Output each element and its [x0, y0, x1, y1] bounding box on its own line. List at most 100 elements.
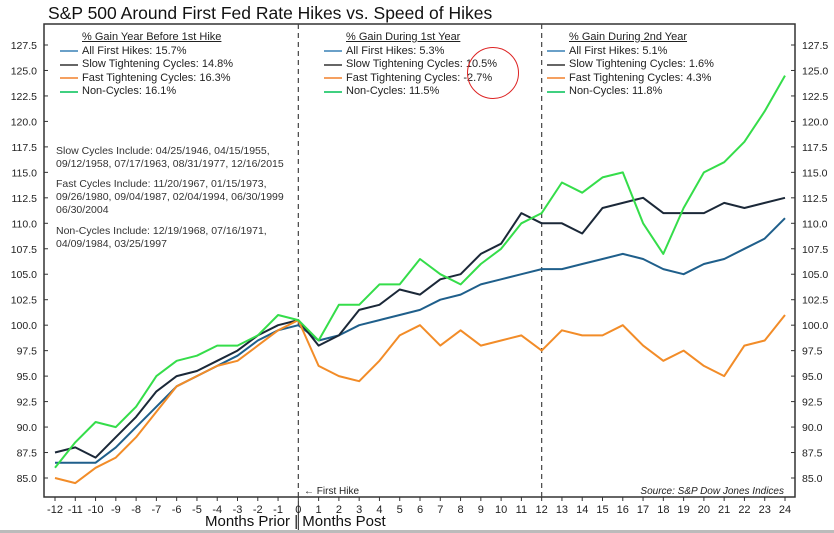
legend-swatch-icon — [547, 90, 565, 93]
series-line-fast-tightening-cycles — [54, 314, 786, 485]
x-tick-label: -12 — [47, 504, 63, 516]
y-tick-label-left: 105.0 — [11, 269, 37, 281]
y-tick-label-right: 107.5 — [802, 244, 828, 256]
highlight-circle — [467, 47, 519, 99]
series-line-slow-tightening-cycles — [54, 196, 786, 459]
x-tick-label: 21 — [718, 504, 730, 516]
y-tick-label-right: 95.0 — [802, 371, 823, 383]
legend-swatch-icon — [547, 50, 565, 53]
y-tick-label-left: 85.0 — [17, 473, 38, 485]
y-tick-label-left: 87.5 — [17, 448, 38, 460]
x-tick-label: -2 — [253, 504, 263, 516]
x-tick-label: 11 — [516, 504, 527, 516]
legend-item: All First Hikes: 5.1% — [547, 45, 714, 59]
y-tick-label-right: 87.5 — [802, 448, 823, 460]
y-tick-label-left: 90.0 — [17, 422, 38, 434]
x-tick-label: -5 — [192, 504, 202, 516]
legend-swatch-icon — [60, 63, 78, 66]
x-tick-label: 2 — [336, 504, 342, 516]
x-tick-label: 8 — [457, 504, 463, 516]
y-tick-label-left: 125.0 — [11, 65, 37, 77]
legend-item: Non-Cycles: 11.5% — [324, 85, 497, 99]
legend-item: Fast Tightening Cycles: 4.3% — [547, 72, 714, 86]
legend-item: Non-Cycles: 11.8% — [547, 85, 714, 99]
y-tick-label-right: 105.0 — [802, 269, 828, 281]
legend-swatch-icon — [547, 63, 565, 66]
x-tick-label: 4 — [376, 504, 382, 516]
y-tick-label-left: 107.5 — [11, 244, 37, 256]
y-tick-label-left: 127.5 — [11, 40, 37, 52]
chart-title: S&P 500 Around First Fed Rate Hikes vs. … — [48, 3, 493, 23]
y-tick-label-left: 110.0 — [12, 218, 38, 230]
y-tick-label-right: 125.0 — [802, 65, 828, 77]
x-tick-label: -11 — [68, 504, 83, 516]
x-tick-label: -7 — [151, 504, 161, 516]
y-tick-label-right: 117.5 — [802, 142, 828, 154]
legend-heading: % Gain During 1st Year — [346, 31, 461, 43]
legend-swatch-icon — [60, 77, 78, 80]
legend-swatch-icon — [324, 77, 342, 80]
x-tick-label: 5 — [397, 504, 403, 516]
x-tick-label: 13 — [556, 504, 568, 516]
x-tick-label: 19 — [677, 504, 689, 516]
x-axis-label: Months Prior | Months Post — [205, 513, 386, 530]
legend-swatch-icon — [60, 90, 78, 93]
legend-item: Slow Tightening Cycles: 1.6% — [547, 58, 714, 72]
note-slow-cycles: Slow Cycles Include: 04/25/1946, 04/15/1… — [56, 145, 284, 170]
y-tick-label-right: 115.0 — [802, 167, 828, 179]
x-tick-label: -3 — [233, 504, 243, 516]
legend-item: Fast Tightening Cycles: 16.3% — [60, 72, 233, 86]
y-tick-label-right: 112.5 — [802, 193, 828, 205]
y-tick-label-left: 120.0 — [11, 116, 37, 128]
x-tick-label: -8 — [131, 504, 141, 516]
x-tick-label: 17 — [637, 504, 649, 516]
y-tick-label-left: 112.5 — [12, 193, 38, 205]
note-fast-cycles: Fast Cycles Include: 11/20/1967, 01/15/1… — [56, 178, 284, 216]
x-tick-label: 3 — [356, 504, 362, 516]
series-line-all-first-hikes — [55, 217, 786, 464]
legend-heading: % Gain During 2nd Year — [569, 31, 688, 43]
y-tick-label-right: 100.0 — [802, 320, 828, 332]
x-tick-label: 18 — [657, 504, 669, 516]
y-tick-label-left: 102.5 — [11, 295, 37, 307]
note-non-cycles: Non-Cycles Include: 12/19/1968, 07/16/19… — [56, 225, 267, 250]
x-tick-label: 12 — [536, 504, 548, 516]
y-tick-label-left: 97.5 — [17, 346, 38, 358]
x-tick-label: 14 — [576, 504, 588, 516]
x-tick-label: -10 — [88, 504, 104, 516]
legend-year-before: % Gain Year Before 1st Hike All First Hi… — [60, 31, 233, 99]
first-hike-annotation: ← First Hike — [304, 486, 359, 497]
x-tick-label: -9 — [111, 504, 121, 516]
source-note: Source: S&P Dow Jones Indices — [640, 486, 784, 497]
x-tick-label: 20 — [698, 504, 710, 516]
legend-item: Non-Cycles: 16.1% — [60, 85, 233, 99]
legend-item: Slow Tightening Cycles: 14.8% — [60, 58, 233, 72]
x-tick-label: 7 — [437, 504, 443, 516]
x-tick-label: 16 — [617, 504, 629, 516]
y-tick-label-right: 102.5 — [802, 295, 828, 307]
y-tick-label-right: 120.0 — [802, 116, 828, 128]
y-tick-label-right: 110.0 — [802, 218, 828, 230]
x-tick-label: 9 — [478, 504, 484, 516]
y-tick-label-left: 115.0 — [12, 167, 38, 179]
y-tick-label-left: 95.0 — [17, 371, 38, 383]
y-tick-label-right: 90.0 — [802, 422, 823, 434]
legend-heading: % Gain Year Before 1st Hike — [82, 31, 222, 43]
y-tick-label-left: 92.5 — [17, 397, 38, 409]
x-tick-label: 24 — [779, 504, 791, 516]
legend-item: Fast Tightening Cycles: -2.7% — [324, 72, 497, 86]
y-tick-label-right: 97.5 — [802, 346, 823, 358]
y-tick-label-left: 122.5 — [11, 91, 37, 103]
x-tick-label: 22 — [738, 504, 750, 516]
y-tick-label-right: 85.0 — [802, 473, 823, 485]
y-tick-label-right: 127.5 — [802, 40, 828, 52]
y-tick-label-left: 100.0 — [11, 320, 37, 332]
legend-swatch-icon — [547, 77, 565, 80]
y-tick-label-right: 92.5 — [802, 397, 823, 409]
legend-swatch-icon — [324, 63, 342, 66]
legend-item: All First Hikes: 15.7% — [60, 45, 233, 59]
x-tick-label: -4 — [212, 504, 222, 516]
y-tick-label-right: 122.5 — [802, 91, 828, 103]
